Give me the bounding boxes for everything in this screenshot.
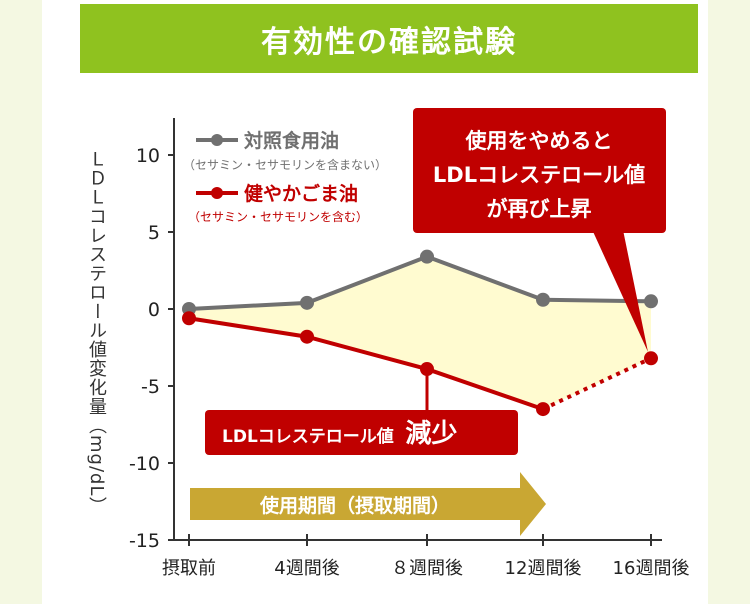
x-tick-label: 摂取前 [162,558,216,579]
y-tick-label: 10 [136,145,160,167]
callout-text: 使用をやめると LDLコレステロール値が再び上昇 [433,129,645,221]
y-axis-label: ＬＤＬコレステロール値変化量（mg/dL） [86,150,107,516]
data-point-control [300,295,314,310]
data-point-sesame [420,362,434,377]
period-arrow [190,472,546,536]
reduction-text: LDLコレステロール値 減少 [222,419,457,449]
reduction-box [205,410,518,455]
reduction-big: 減少 [405,419,457,449]
data-point-sesame [536,402,550,417]
data-point-control [420,249,434,264]
x-tick-label: 12週間後 [505,558,582,579]
data-point-control [644,294,658,309]
callout-line: LDLコレステロール値 [433,163,645,187]
difference-area [189,256,651,410]
data-point-sesame [300,329,314,344]
callout-pointer [590,225,648,352]
title-banner: 有効性の確認試験 [80,4,698,73]
legend-label-control: 対照食用油 [243,129,339,152]
legend-label-sesame: 健やかごま油 [244,182,358,205]
x-tick-label: ８週間後 [391,558,463,579]
y-tick-label: 0 [148,299,160,321]
data-point-control [536,292,550,307]
legend: 対照食用油 （セサミン・セサモリンを含まない） 健やかごま油 （セサミン・セサモ… [183,129,387,224]
y-tick-label: -15 [129,530,160,552]
y-tick-label: 5 [148,222,160,244]
y-tick-label: -10 [129,453,160,475]
data-point-sesame [644,351,658,366]
period-label: 使用期間（摂取期間） [259,494,450,517]
reduction-prefix: LDLコレステロール値 [222,426,394,447]
x-tick-label: 4週間後 [274,558,339,579]
callout-line: 使用をやめると [465,129,613,153]
y-tick-label: -5 [141,376,160,398]
legend-marker-control [211,134,223,146]
legend-sub-control: （セサミン・セサモリンを含まない） [183,157,387,172]
series-line-sesame-dotted [542,356,652,411]
legend-marker-sesame [211,187,223,199]
callout-line: が再び上昇 [487,197,592,221]
page-title: 有効性の確認試験 [261,24,517,60]
legend-sub-sesame: （セサミン・セサモリンを含む） [188,209,368,224]
series-line-sesame [188,316,544,411]
callout-box [413,108,666,233]
x-tick-label: 16週間後 [613,558,690,579]
data-point-sesame [182,311,196,326]
